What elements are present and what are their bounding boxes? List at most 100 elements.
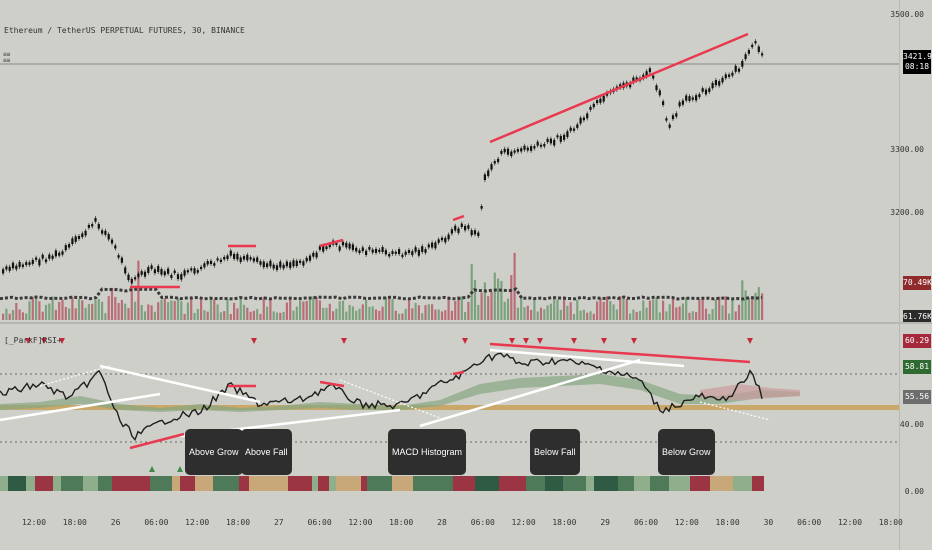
trendline-red [489, 342, 751, 364]
volume-bar [203, 310, 206, 320]
volume-bar [163, 298, 166, 320]
time-tick: 18:00 [552, 518, 577, 527]
volume-bar [691, 311, 694, 320]
strip-segment [733, 476, 752, 491]
strip-segment [336, 476, 361, 491]
volume-bar [675, 307, 678, 320]
volume-bar [497, 278, 500, 320]
volume-bar [724, 296, 727, 320]
volume-bar [701, 297, 704, 320]
volume-bar [635, 312, 638, 320]
volume-bar [401, 313, 404, 320]
price-axis-border [899, 0, 900, 550]
volume-bar [431, 304, 434, 320]
volume-bar [8, 313, 11, 320]
bearish-divergence-marker [571, 338, 577, 344]
volume-bar [671, 297, 675, 320]
volume-bar [596, 301, 599, 320]
strip-segment [428, 476, 453, 491]
volume-bar [35, 298, 38, 320]
volume-bar [708, 313, 711, 320]
volume-bar [665, 311, 668, 320]
volume-bar [236, 308, 239, 320]
volume-bar [477, 304, 480, 320]
volume-bar [190, 296, 193, 320]
volume-bar [437, 309, 440, 320]
volume-bar [68, 308, 71, 320]
volume-bar [193, 312, 196, 320]
trendline-white [0, 392, 161, 422]
volume-bar [645, 307, 648, 320]
strip-segment [61, 476, 83, 491]
annotation-below-grow[interactable]: Below Grow [658, 429, 715, 475]
volume-bar [259, 313, 262, 320]
legend-toggle-icon[interactable]: ≡≡ [3, 51, 11, 58]
volume-bar [589, 311, 592, 320]
volume-bar [417, 305, 420, 320]
strip-segment [8, 476, 26, 491]
bullish-divergence-marker [149, 466, 155, 472]
volume-bar [539, 307, 543, 320]
volume-bar [77, 299, 81, 320]
volume-bar [536, 311, 539, 320]
strip-segment [752, 476, 764, 491]
volume-bar [695, 312, 698, 320]
volume-bar [216, 304, 219, 320]
volume-bar [450, 310, 453, 320]
volume-bar [553, 298, 556, 320]
volume-bar [282, 311, 285, 320]
volume-bar [559, 309, 562, 320]
time-tick: 12:00 [674, 518, 699, 527]
volume-bar [421, 313, 424, 320]
last-price-value: 3421.91 [903, 52, 932, 61]
strip-segment [690, 476, 701, 491]
time-tick: 26 [110, 518, 121, 527]
annotation-above-grow[interactable]: Above Grow [185, 429, 243, 475]
annotation-macd-histogram[interactable]: MACD Histogram [388, 429, 467, 475]
volume-bar [318, 300, 321, 320]
rsi-badge: 60.29 [903, 334, 931, 348]
volume-bar [678, 306, 681, 320]
volume-bar [249, 311, 252, 320]
volume-bar [173, 301, 176, 320]
rsi-badge: 55.56 [903, 390, 931, 404]
rsi-pane[interactable] [0, 324, 899, 514]
volume-bar [685, 297, 688, 320]
strip-segment [361, 476, 367, 491]
volume-bar [41, 311, 44, 320]
volume-bar [64, 307, 67, 320]
time-tick: 12:00 [511, 518, 536, 527]
rsi-badge: 58.81 [903, 360, 931, 374]
volume-bar [714, 299, 717, 320]
volume-bar [602, 301, 605, 320]
volume-bar [252, 310, 255, 320]
annotation-above-fall[interactable]: Above Fall [241, 429, 292, 475]
volume-moving-average [0, 287, 763, 301]
strip-segment [329, 476, 336, 491]
volume-bar [361, 304, 364, 320]
annotation-below-fall[interactable]: Below Fall [530, 429, 580, 475]
volume-bar [305, 300, 308, 320]
volume-bar [381, 306, 384, 320]
price-candles [2, 39, 764, 286]
time-tick: 12:00 [348, 518, 373, 527]
volume-bar [213, 299, 216, 320]
legend-collapse-icon[interactable]: ≡≡ [3, 57, 11, 64]
trendline-white [99, 364, 261, 404]
volume-bar [440, 311, 444, 320]
pane-separator[interactable] [0, 322, 932, 324]
time-tick: 06:00 [307, 518, 332, 527]
strip-segment [288, 476, 312, 491]
volume-bar [592, 313, 595, 320]
volume-bar [371, 306, 374, 320]
volume-ma-badge: 61.76K [903, 310, 931, 322]
price-pane[interactable] [0, 0, 899, 322]
bearish-divergence-marker [537, 338, 543, 344]
strip-segment [239, 476, 249, 491]
volume-badge: 70.49K [903, 276, 932, 290]
strip-segment [318, 476, 329, 491]
strip-segment [594, 476, 618, 491]
price-tick: 3300.00 [890, 145, 924, 154]
volume-bar [94, 299, 97, 320]
